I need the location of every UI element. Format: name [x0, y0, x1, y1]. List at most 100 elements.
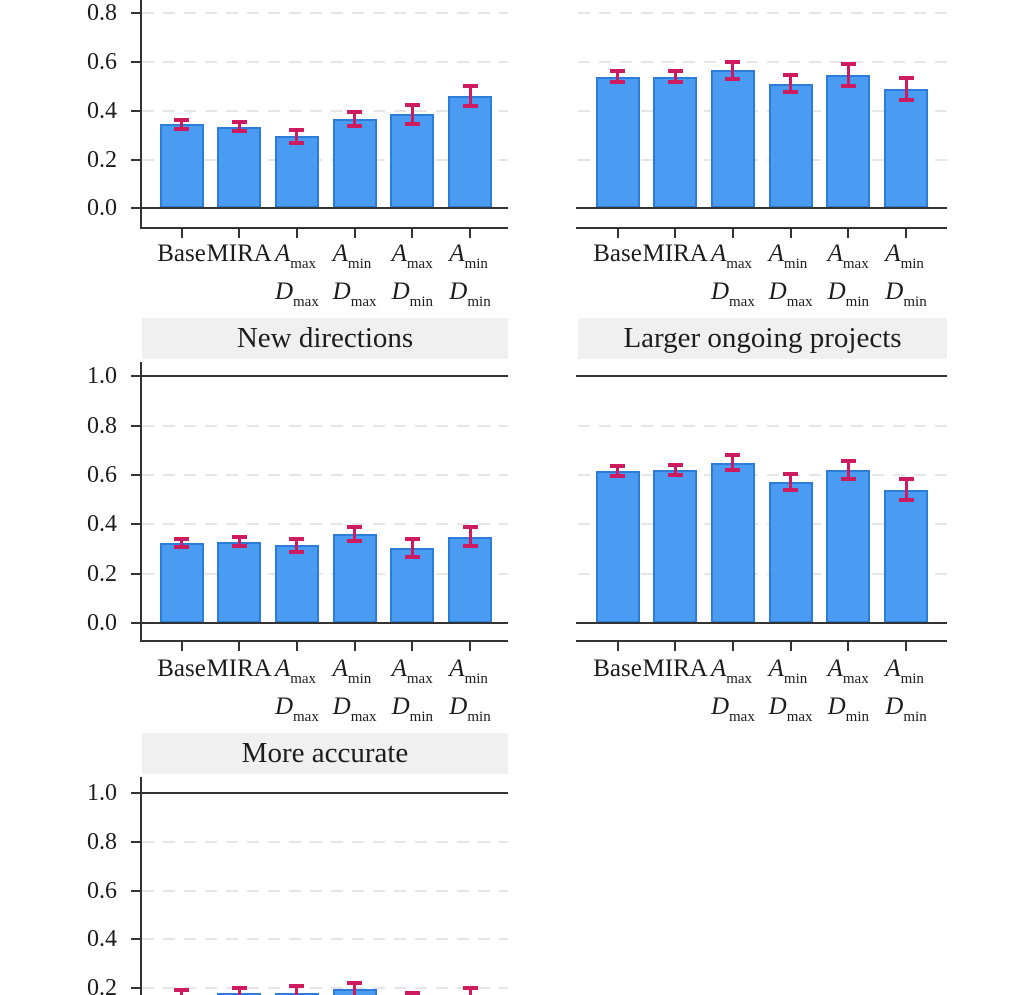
- error-bar: [468, 86, 472, 106]
- error-bar: [616, 466, 619, 477]
- math-subscript: max: [842, 671, 869, 687]
- math-label-line: Amax: [711, 240, 755, 278]
- error-bar-cap: [404, 121, 420, 126]
- x-axis-line: [576, 226, 947, 229]
- zero-line: [140, 622, 508, 625]
- bar: [884, 88, 928, 209]
- error-bar-cap: [289, 536, 305, 541]
- gridline: [578, 473, 947, 476]
- y-tick-label: 0.2: [87, 975, 117, 995]
- math-subscript: max: [729, 294, 755, 310]
- error-bar-cap: [347, 539, 363, 544]
- x-tick-label: Amax Dmax: [275, 240, 319, 316]
- y-tick-label: 0.8: [87, 412, 117, 439]
- zero-line: [140, 207, 508, 210]
- math-subscript: min: [783, 671, 808, 687]
- y-tick-label: 0.4: [87, 511, 117, 538]
- gridline: [142, 12, 508, 15]
- error-bar-cap: [174, 545, 189, 550]
- math-subscript: min: [409, 294, 433, 310]
- math-label-line: Dmin: [885, 693, 926, 731]
- math-base: A: [332, 240, 348, 267]
- x-tick-label: Amax Dmin: [828, 240, 869, 316]
- math-label-line: Amax: [828, 240, 869, 278]
- math-base: A: [449, 240, 465, 267]
- error-bar-cap: [898, 477, 914, 482]
- error-bar-cap: [462, 84, 478, 89]
- x-tick-label: Amin Dmin: [885, 655, 926, 731]
- bar: [217, 541, 262, 624]
- math-base: D: [827, 693, 846, 720]
- y-tick-label: 0.6: [87, 48, 117, 75]
- gridline: [142, 572, 508, 575]
- bar: [884, 489, 928, 624]
- error-bar-cap: [231, 129, 247, 133]
- math-base: A: [885, 240, 901, 267]
- bar: [332, 534, 377, 624]
- y-axis-spine: [140, 362, 142, 642]
- gridline: [578, 523, 947, 526]
- math-subscript: min: [903, 294, 927, 310]
- math-subscript: max: [350, 294, 377, 310]
- x-tick: [180, 228, 183, 238]
- error-bar-cap: [174, 536, 189, 541]
- error-bar-cap: [231, 535, 247, 540]
- math-subscript: max: [406, 256, 433, 272]
- x-tick: [295, 228, 298, 238]
- x-axis-line: [576, 640, 947, 642]
- bar: [826, 75, 871, 209]
- facet-strip: Larger ongoing projects: [578, 318, 947, 359]
- math-label-line: Amin: [333, 240, 377, 278]
- error-bar-cap: [289, 550, 305, 555]
- error-bar-cap: [667, 79, 683, 84]
- x-tick-label: Base: [157, 240, 206, 267]
- error-bar-cap: [783, 472, 799, 477]
- bar: [159, 542, 204, 624]
- error-bar: [904, 479, 908, 501]
- error-bar: [295, 129, 299, 144]
- x-tick-label: Base: [593, 240, 642, 267]
- facet-strip: More accurate: [142, 733, 508, 774]
- error-bar: [731, 455, 735, 470]
- y-tick-label: 1.0: [87, 363, 117, 389]
- math-base: A: [710, 655, 727, 682]
- error-bar-cap: [667, 472, 683, 477]
- gridline: [578, 60, 947, 63]
- error-bar-cap: [610, 464, 625, 469]
- math-base: A: [710, 240, 727, 267]
- x-tick-label: Amin Dmin: [449, 655, 490, 731]
- math-label-line: Amax: [828, 655, 869, 693]
- facet-title: More accurate: [241, 737, 409, 769]
- x-tick-label: MIRA: [642, 655, 708, 682]
- x-axis-line: [140, 640, 508, 642]
- math-subscript: min: [903, 709, 927, 725]
- math-base: A: [885, 655, 901, 682]
- math-subscript: max: [726, 256, 753, 272]
- math-label-line: Amin: [769, 655, 813, 693]
- y-tick: [131, 523, 140, 526]
- math-base: A: [332, 655, 348, 682]
- y-tick: [131, 889, 140, 892]
- y-tick: [131, 158, 140, 161]
- y-axis-spine: [140, 0, 142, 229]
- error-bar-cap: [610, 69, 625, 74]
- math-subscript: min: [467, 294, 491, 310]
- x-tick-label: Amax Dmin: [392, 655, 433, 731]
- x-tick: [180, 642, 183, 651]
- error-bar-cap: [610, 79, 625, 84]
- bar: [159, 124, 204, 209]
- math-base: A: [768, 240, 784, 267]
- x-tick: [411, 228, 414, 238]
- error-bar-cap: [667, 69, 683, 74]
- math-label-line: Amax: [275, 655, 319, 693]
- math-label-line: Dmin: [392, 693, 433, 731]
- math-base: D: [710, 693, 730, 720]
- x-tick: [789, 642, 792, 651]
- math-base: D: [885, 693, 904, 720]
- zero-line: [576, 207, 947, 210]
- error-bar: [789, 474, 793, 491]
- error-bar: [410, 105, 414, 124]
- error-bar-cap: [289, 141, 305, 146]
- error-bar-cap: [898, 97, 914, 102]
